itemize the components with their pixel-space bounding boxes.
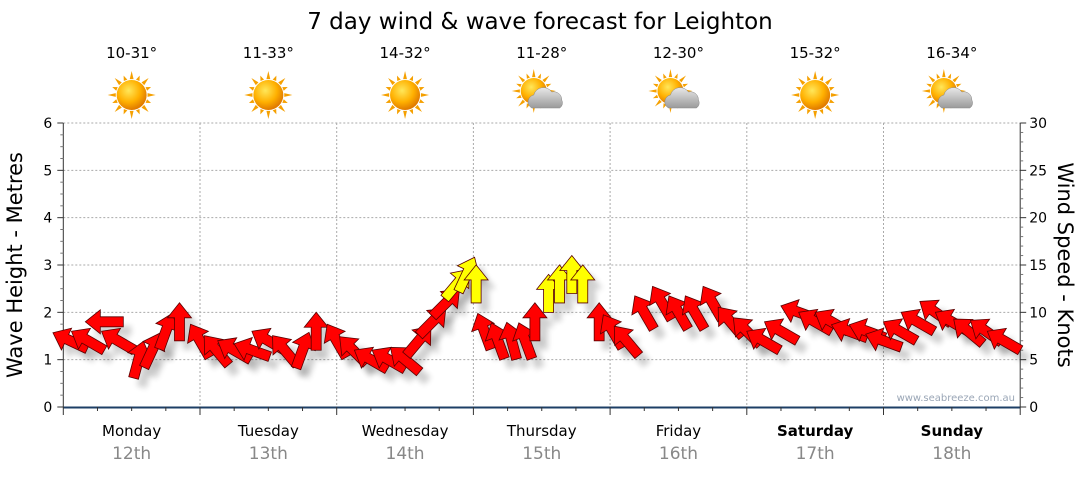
y-tick-label: 0 [43, 400, 52, 416]
sunny-icon [381, 71, 430, 119]
day-temperature: 12-30° [653, 44, 704, 62]
y2-axis-label: Wind Speed - Knots [1053, 162, 1077, 367]
y2-tick-label: 5 [1029, 353, 1038, 369]
wind-arrow [986, 327, 1024, 356]
partly-cloudy-icon [648, 69, 700, 113]
day-date-label: 12th [112, 444, 151, 464]
chart-title: 7 day wind & wave forecast for Leighton [307, 9, 773, 35]
wind-arrow [798, 308, 835, 337]
partly-cloudy-icon [921, 69, 973, 113]
day-name-label: Thursday [506, 422, 577, 440]
wind-arrow [569, 264, 596, 304]
wind-arrow [882, 318, 920, 346]
sunny-icon [791, 71, 840, 119]
day-temperature: 11-33° [243, 44, 294, 62]
partly-cloudy-icon [511, 69, 563, 113]
y-tick-label: 5 [43, 163, 52, 179]
y-tick-label: 1 [43, 353, 52, 369]
y2-tick-label: 30 [1029, 116, 1047, 132]
day-temperature: 16-34° [926, 44, 977, 62]
y2-tick-label: 15 [1029, 258, 1047, 274]
watermark: www.seabreeze.com.au [897, 393, 1015, 404]
day-date-label: 15th [522, 444, 561, 464]
y2-tick-label: 20 [1029, 211, 1047, 227]
y-axis-label: Wave Height - Metres [3, 152, 27, 378]
wind-arrow [70, 327, 108, 356]
day-name-label: Friday [656, 422, 702, 440]
day-name-label: Saturday [777, 422, 854, 440]
y-tick-label: 3 [43, 258, 52, 274]
sunny-icon [244, 71, 293, 119]
wind-arrow [233, 336, 273, 362]
day-date-label: 13th [249, 444, 288, 464]
wind-arrow [353, 346, 391, 375]
y2-tick-label: 10 [1029, 305, 1047, 321]
wind-arrow [166, 302, 193, 342]
wind-arrow [865, 327, 904, 353]
y-tick-label: 4 [43, 211, 52, 227]
sunny-icon [107, 71, 156, 119]
day-date-label: 17th [796, 444, 835, 464]
y-tick-label: 6 [43, 116, 52, 132]
day-temperature: 10-31° [106, 44, 157, 62]
wind-arrow [763, 318, 801, 346]
day-name-label: Sunday [921, 422, 984, 440]
day-temperature: 11-28° [516, 44, 567, 62]
y2-tick-label: 0 [1029, 400, 1038, 416]
wind-arrow [84, 308, 124, 335]
wind-arrow [613, 325, 644, 360]
wind-arrow [52, 327, 90, 354]
wind-arrow [900, 308, 938, 337]
wind-arrow [522, 302, 548, 342]
y-tick-label: 2 [43, 305, 52, 321]
wind-arrow [746, 327, 783, 356]
wind-arrow [463, 264, 489, 304]
day-temperature: 15-32° [790, 44, 841, 62]
y2-tick-label: 25 [1029, 163, 1047, 179]
day-name-label: Tuesday [237, 422, 299, 440]
day-temperature: 14-32° [380, 44, 431, 62]
day-date-label: 18th [932, 444, 971, 464]
day-date-label: 16th [659, 444, 698, 464]
day-date-label: 14th [386, 444, 425, 464]
day-name-label: Wednesday [362, 422, 449, 440]
day-name-label: Monday [102, 422, 161, 440]
